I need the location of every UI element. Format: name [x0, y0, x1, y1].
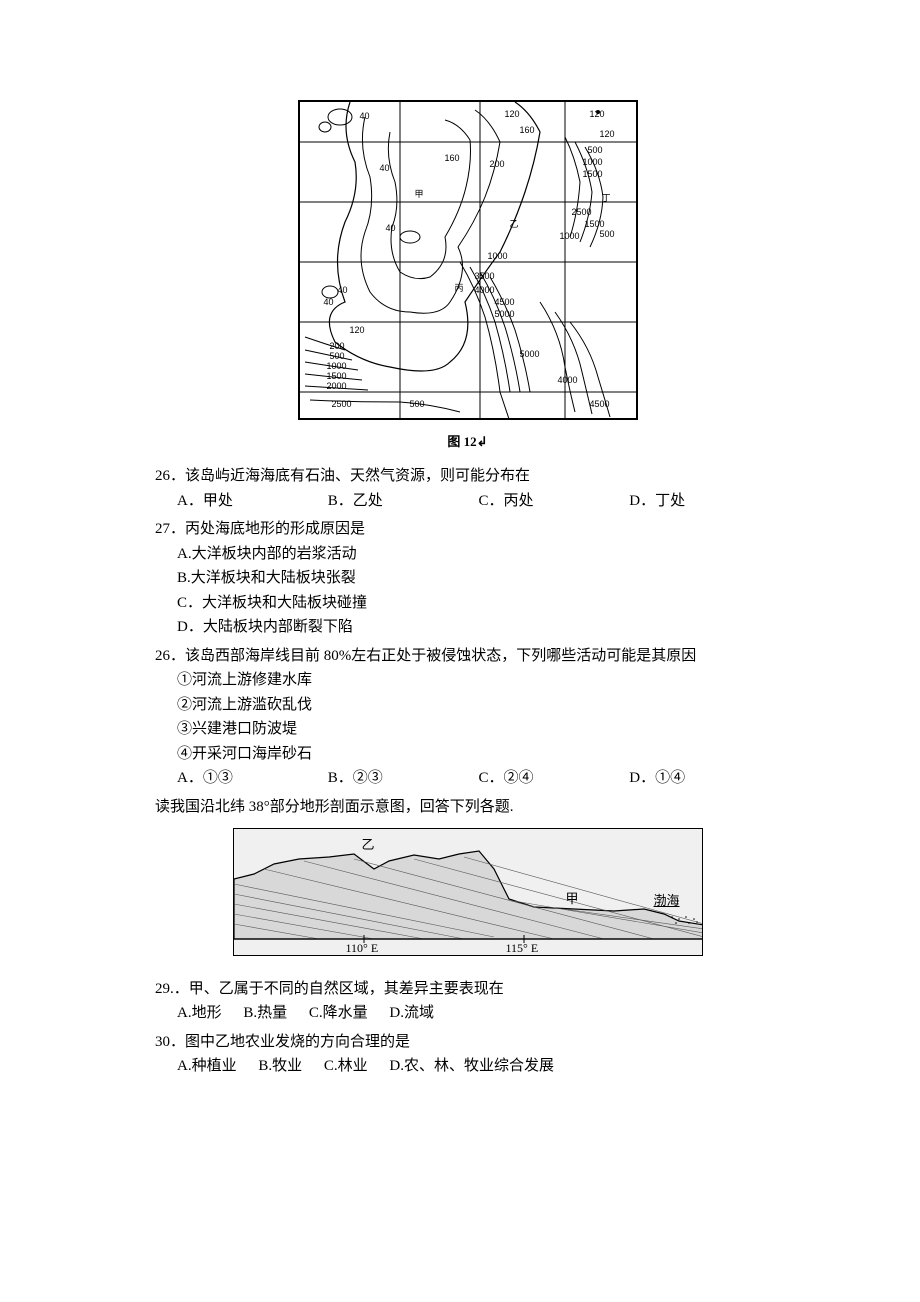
q30-opt-a[interactable]: A.种植业 — [177, 1058, 237, 1074]
contour-label: 2000 — [327, 380, 347, 394]
contour-label: 乙 — [510, 218, 519, 232]
q26b-opt-d[interactable]: D．①④ — [629, 767, 780, 790]
contour-label: 200 — [490, 158, 505, 172]
q29-opt-c[interactable]: C.降水量 — [309, 1005, 368, 1021]
q26-opt-b[interactable]: B．乙处 — [328, 490, 479, 513]
figure-1-caption: 图 12↲ — [155, 432, 780, 452]
q26b-opt-b[interactable]: B．②③ — [328, 767, 479, 790]
q30-opt-c[interactable]: C.林业 — [324, 1058, 368, 1074]
q27-opt-b[interactable]: B.大洋板块和大陆板块张裂 — [155, 567, 780, 590]
cs-label-lon1: 110° E — [346, 939, 379, 956]
contour-label: 160 — [520, 124, 535, 138]
q26-text: 该岛屿近海海底有石油、天然气资源，则可能分布在 — [185, 468, 530, 484]
contour-label: 500 — [600, 228, 615, 242]
contour-label: 3500 — [475, 270, 495, 284]
cs-label-yi: 乙 — [362, 835, 375, 855]
contour-label: 120 — [505, 108, 520, 122]
contour-label: 2500 — [332, 398, 352, 412]
q26b-options: A．①③ B．②③ C．②④ D．①④ — [155, 767, 780, 790]
q27-number: 27． — [155, 521, 185, 537]
contour-label: 40 — [360, 110, 370, 124]
cross-section-image: 乙 甲 渤海 110° E 115° E — [233, 828, 703, 956]
contour-label: 4500 — [590, 398, 610, 412]
q30-opt-b[interactable]: B.牧业 — [258, 1058, 302, 1074]
contour-label: 甲 — [415, 188, 424, 202]
contour-label: 40 — [338, 284, 348, 298]
q26b-number: 26． — [155, 648, 185, 664]
q26b-stem: 26．该岛西部海岸线目前 80%左右正处于被侵蚀状态，下列哪些活动可能是其原因 — [155, 645, 780, 668]
contour-label: 40 — [380, 162, 390, 176]
contour-label: 40 — [324, 296, 334, 310]
q30-opt-d[interactable]: D.农、林、牧业综合发展 — [389, 1058, 554, 1074]
q27-opt-a[interactable]: A.大洋板块内部的岩浆活动 — [155, 543, 780, 566]
contour-label: 120 — [350, 324, 365, 338]
cs-label-lon2: 115° E — [506, 939, 539, 956]
figure-2-block: 乙 甲 渤海 110° E 115° E — [155, 828, 780, 964]
contour-label: 1000 — [560, 230, 580, 244]
figure-1-block: 401201201601201605001000402001500甲丁25001… — [155, 100, 780, 451]
q30-text: 图中乙地农业发烧的方向合理的是 — [185, 1034, 410, 1050]
contour-label: 丁 — [602, 192, 611, 206]
contour-label: 5000 — [495, 308, 515, 322]
contour-label: 1500 — [583, 168, 603, 182]
contour-label: 120 — [590, 108, 605, 122]
q26-number: 26． — [155, 468, 185, 484]
q29-options: A.地形 B.热量 C.降水量 D.流域 — [155, 1002, 780, 1025]
q26-opt-d[interactable]: D．丁处 — [629, 490, 780, 513]
contour-label: 40 — [386, 222, 396, 236]
q29-opt-b[interactable]: B.热量 — [243, 1005, 287, 1021]
contour-label: 1000 — [488, 250, 508, 264]
q27-opt-d[interactable]: D．大陆板块内部断裂下陷 — [155, 616, 780, 639]
cross-section-svg — [234, 829, 703, 956]
q30-options: A.种植业 B.牧业 C.林业 D.农、林、牧业综合发展 — [155, 1055, 780, 1078]
contour-label: 4000 — [475, 284, 495, 298]
contour-label: 丙 — [455, 282, 464, 296]
cs-label-jia: 甲 — [566, 889, 579, 909]
q26b-sub3: ③兴建港口防波堤 — [155, 718, 780, 741]
q27-text: 丙处海底地形的形成原因是 — [185, 521, 365, 537]
q29-opt-a[interactable]: A.地形 — [177, 1005, 222, 1021]
q26-opt-a[interactable]: A．甲处 — [177, 490, 328, 513]
q30-stem: 30．图中乙地农业发烧的方向合理的是 — [155, 1031, 780, 1054]
contour-label: 160 — [445, 152, 460, 166]
q29-opt-d[interactable]: D.流域 — [389, 1005, 434, 1021]
contour-label: 4000 — [558, 374, 578, 388]
q26b-sub1: ①河流上游修建水库 — [155, 669, 780, 692]
q27-opt-c[interactable]: C．大洋板块和大陆板块碰撞 — [155, 592, 780, 615]
contour-map-image: 401201201601201605001000402001500甲丁25001… — [298, 100, 638, 420]
q26b-sub4: ④开采河口海岸砂石 — [155, 743, 780, 766]
contour-label: 120 — [600, 128, 615, 142]
q26b-opt-a[interactable]: A．①③ — [177, 767, 328, 790]
cs-label-bohai: 渤海 — [654, 891, 680, 911]
q26-stem: 26．该岛屿近海海底有石油、天然气资源，则可能分布在 — [155, 465, 780, 488]
q29-number: 29.． — [155, 981, 189, 997]
q30-number: 30． — [155, 1034, 185, 1050]
context-2: 读我国沿北纬 38°部分地形剖面示意图，回答下列各题. — [155, 796, 780, 819]
q26b-text: 该岛西部海岸线目前 80%左右正处于被侵蚀状态，下列哪些活动可能是其原因 — [185, 648, 696, 664]
q26-opt-c[interactable]: C．丙处 — [479, 490, 630, 513]
q26-options: A．甲处 B．乙处 C．丙处 D．丁处 — [155, 490, 780, 513]
q27-stem: 27．丙处海底地形的形成原因是 — [155, 518, 780, 541]
q26b-sub2: ②河流上游滥砍乱伐 — [155, 694, 780, 717]
contour-label: 5000 — [520, 348, 540, 362]
q29-text: 甲、乙属于不同的自然区域，其差异主要表现在 — [189, 981, 504, 997]
q29-stem: 29.．甲、乙属于不同的自然区域，其差异主要表现在 — [155, 978, 780, 1001]
contour-label: 500 — [410, 398, 425, 412]
q26b-opt-c[interactable]: C．②④ — [479, 767, 630, 790]
